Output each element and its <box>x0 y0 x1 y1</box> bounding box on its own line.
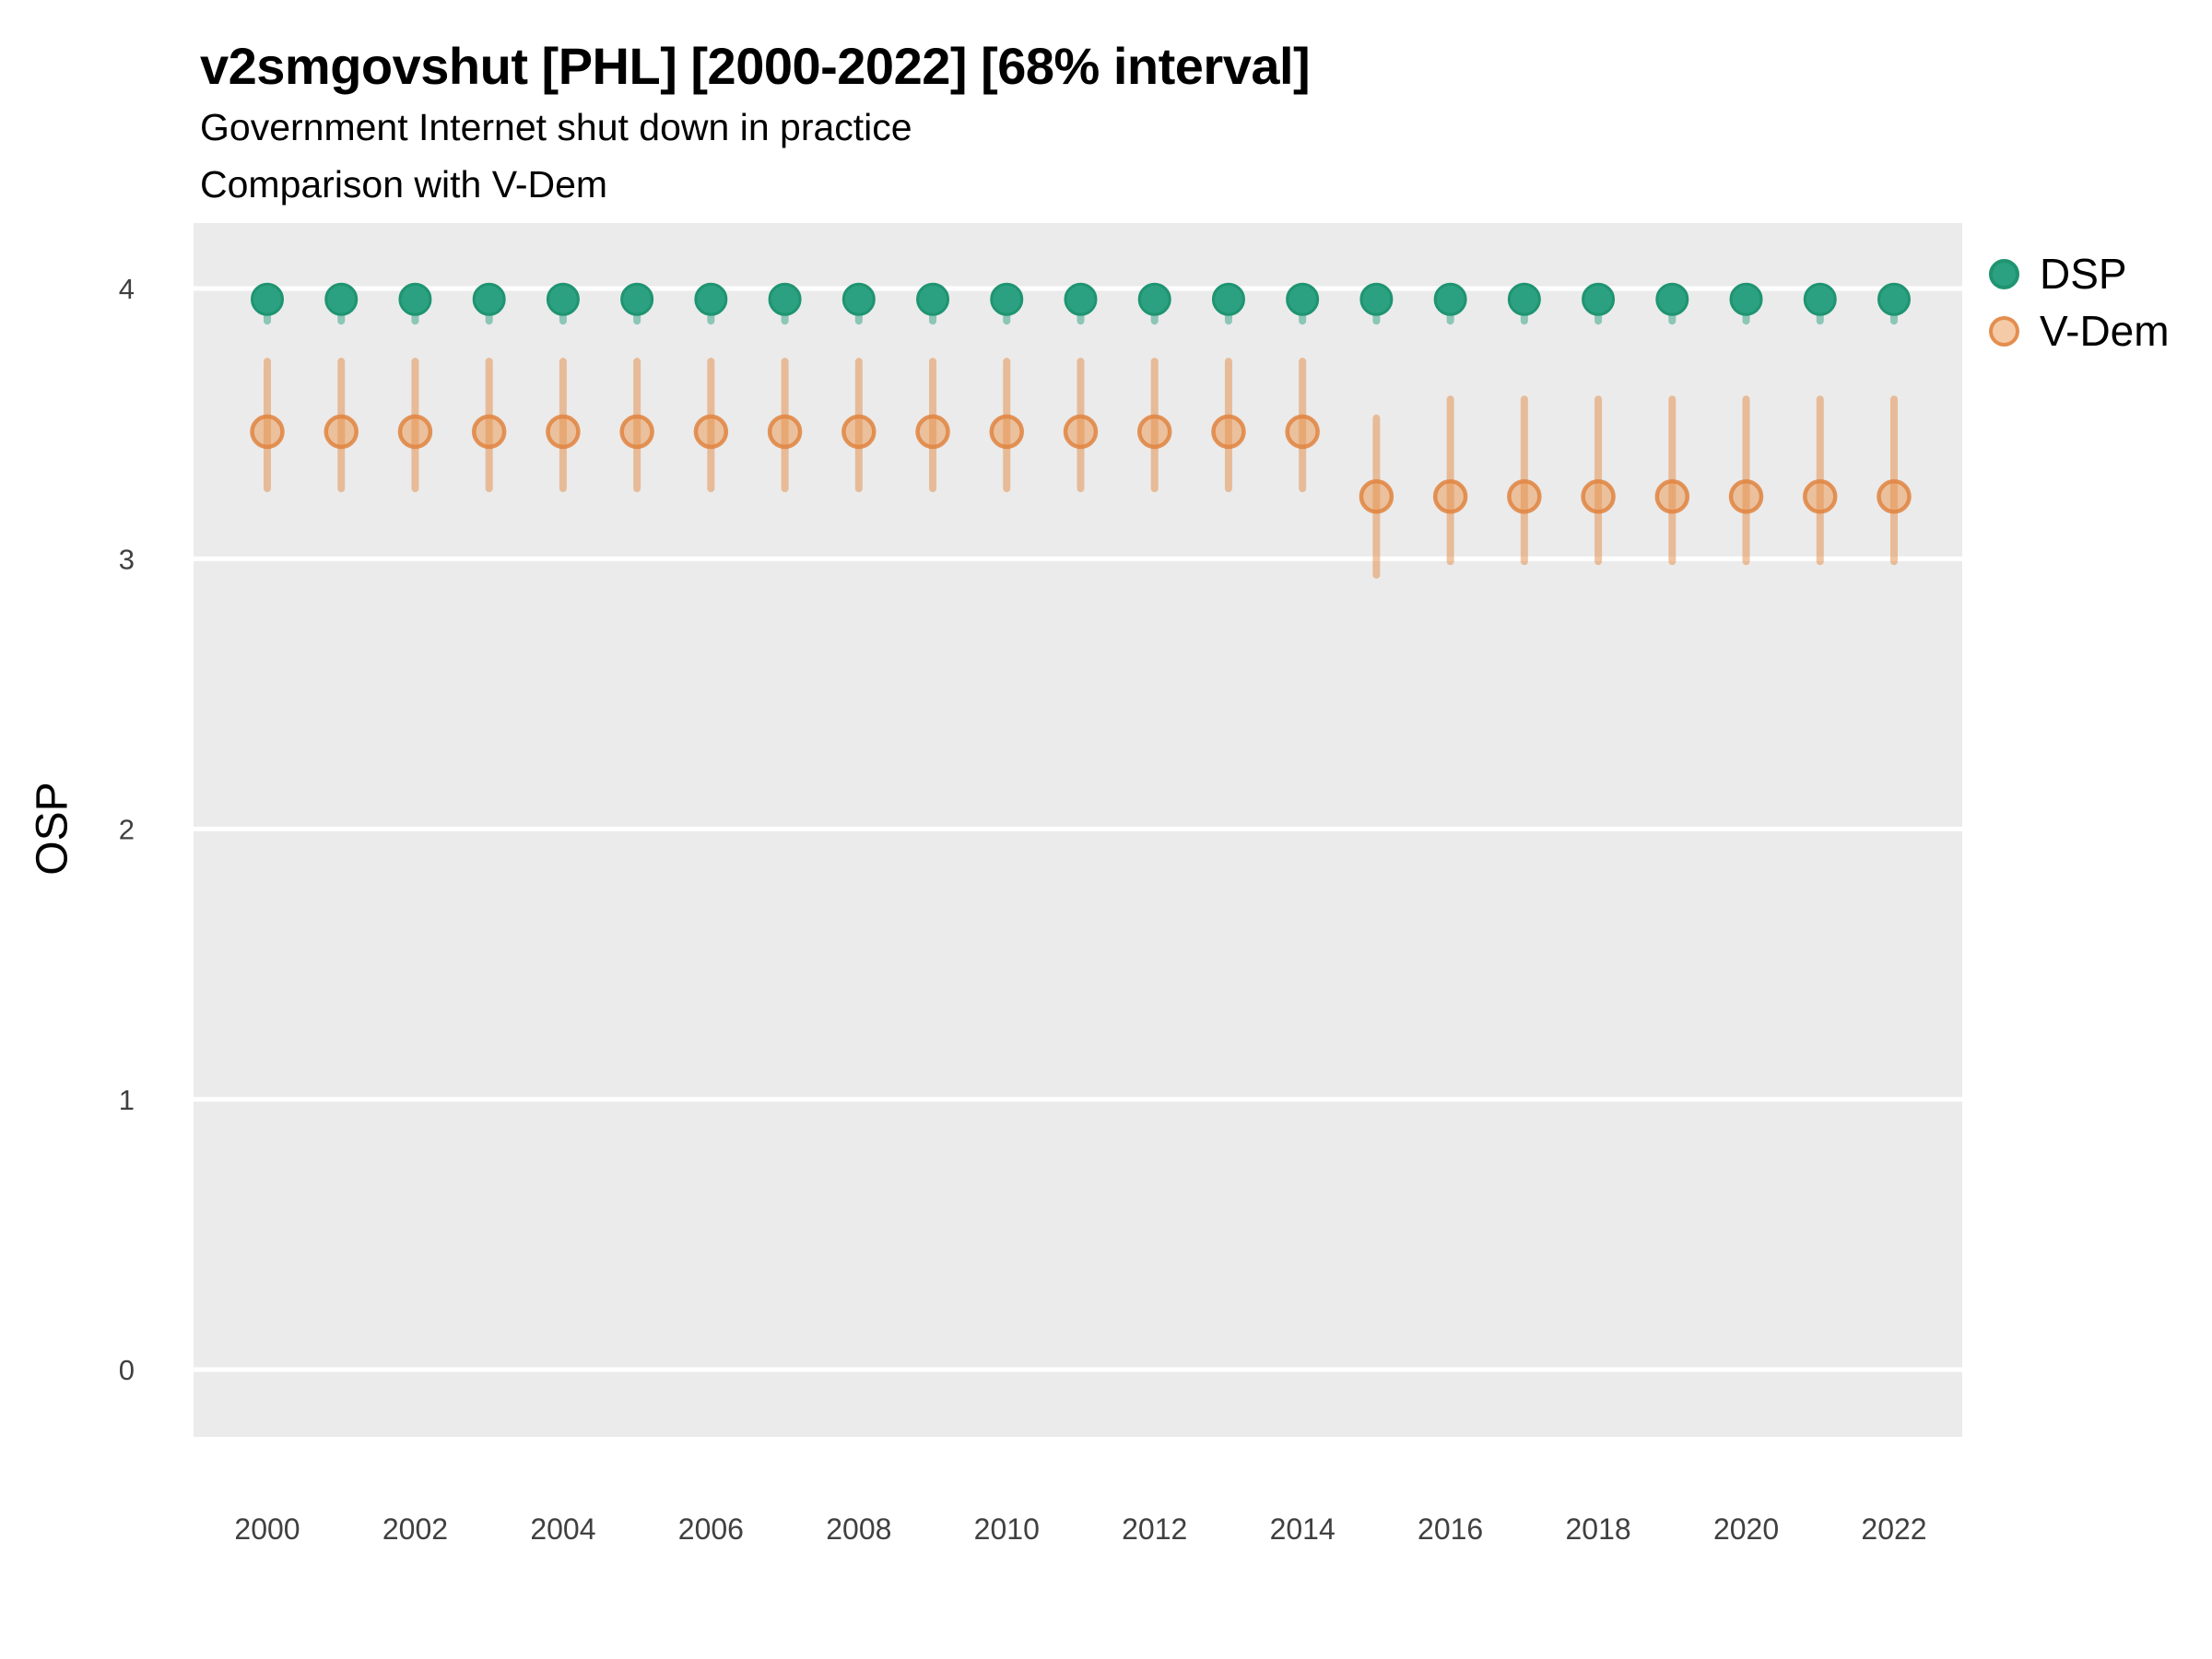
point-vdem-2018 <box>1581 479 1616 514</box>
x-tick-label-2014: 2014 <box>1270 1512 1335 1546</box>
point-vdem-2022 <box>1877 479 1912 514</box>
x-tick-label-2020: 2020 <box>1713 1512 1779 1546</box>
x-tick-label-2012: 2012 <box>1122 1512 1187 1546</box>
y-tick-label-3: 3 <box>119 543 135 575</box>
point-dsp-2013 <box>1211 282 1245 316</box>
point-dsp-2006 <box>694 282 728 316</box>
x-tick-label-2004: 2004 <box>530 1512 595 1546</box>
point-vdem-2020 <box>1728 479 1764 514</box>
x-tick-label-2010: 2010 <box>974 1512 1040 1546</box>
legend-label-vdem: V-Dem <box>2040 307 2170 355</box>
y-tick-label-1: 1 <box>119 1084 135 1116</box>
legend-item-vdem: V-Dem <box>1989 310 2170 352</box>
point-dsp-2003 <box>472 282 506 316</box>
point-vdem-2000 <box>250 414 285 450</box>
x-tick-label-2002: 2002 <box>382 1512 448 1546</box>
point-vdem-2017 <box>1507 479 1542 514</box>
y-tick-label-4: 4 <box>119 273 135 305</box>
point-dsp-2015 <box>1359 282 1394 316</box>
series-dsp <box>251 282 1911 325</box>
point-dsp-2018 <box>1582 282 1616 316</box>
point-vdem-2002 <box>397 414 433 450</box>
point-vdem-2014 <box>1285 414 1320 450</box>
series-vdem <box>250 358 1912 579</box>
y-axis-title: OSP <box>28 782 77 876</box>
point-vdem-2015 <box>1359 479 1394 514</box>
point-dsp-2011 <box>1064 282 1098 316</box>
point-vdem-2001 <box>324 414 359 450</box>
legend-swatch-vdem-icon <box>1989 315 2019 347</box>
point-dsp-2020 <box>1729 282 1763 316</box>
point-vdem-2009 <box>915 414 950 450</box>
point-vdem-2021 <box>1803 479 1838 514</box>
legend-item-dsp: DSP <box>1989 253 2170 295</box>
x-tick-label-2000: 2000 <box>234 1512 300 1546</box>
legend: DSP V-Dem <box>1989 253 2170 352</box>
point-dsp-2007 <box>768 282 802 316</box>
x-tick-label-2006: 2006 <box>678 1512 744 1546</box>
point-dsp-2009 <box>916 282 950 316</box>
chart-subtitle-line1: Government Internet shut down in practic… <box>200 106 912 148</box>
point-dsp-2016 <box>1433 282 1467 316</box>
y-tick-label-0: 0 <box>119 1354 135 1386</box>
point-dsp-2017 <box>1507 282 1541 316</box>
y-axis-tick-labels: 0 1 2 3 4 <box>119 273 135 1386</box>
point-vdem-2004 <box>546 414 581 450</box>
point-vdem-2011 <box>1063 414 1099 450</box>
point-vdem-2012 <box>1136 414 1172 450</box>
point-dsp-2005 <box>620 282 654 316</box>
y-tick-label-2: 2 <box>119 814 135 846</box>
point-dsp-2008 <box>841 282 876 316</box>
x-tick-label-2008: 2008 <box>826 1512 891 1546</box>
x-axis-tick-labels: 2000 2002 2004 2006 2008 2010 2012 2014 2016 2018… <box>234 1512 1926 1546</box>
point-vdem-2019 <box>1654 479 1690 514</box>
point-dsp-2002 <box>398 282 432 316</box>
point-vdem-2007 <box>767 414 803 450</box>
x-tick-label-2018: 2018 <box>1565 1512 1630 1546</box>
point-dsp-2000 <box>251 282 284 316</box>
point-vdem-2006 <box>693 414 729 450</box>
point-vdem-2010 <box>989 414 1025 450</box>
point-dsp-2001 <box>324 282 359 316</box>
point-dsp-2022 <box>1877 282 1911 316</box>
point-dsp-2012 <box>1137 282 1171 316</box>
chart-title: v2smgovshut [PHL] [2000-2022] [68% inter… <box>200 37 1311 95</box>
legend-label-dsp: DSP <box>2040 250 2127 298</box>
chart-subtitle-line2: Comparison with V-Dem <box>200 163 608 206</box>
point-dsp-2019 <box>1655 282 1689 316</box>
point-dsp-2010 <box>990 282 1024 316</box>
point-vdem-2013 <box>1211 414 1246 450</box>
point-vdem-2016 <box>1432 479 1468 514</box>
point-dsp-2021 <box>1803 282 1837 316</box>
gridlines <box>194 286 1962 1372</box>
legend-swatch-dsp-icon <box>1989 258 2019 289</box>
x-tick-label-2022: 2022 <box>1861 1512 1926 1546</box>
point-vdem-2003 <box>471 414 507 450</box>
x-tick-label-2016: 2016 <box>1418 1512 1483 1546</box>
point-dsp-2014 <box>1286 282 1320 316</box>
point-vdem-2005 <box>619 414 654 450</box>
point-dsp-2004 <box>546 282 580 316</box>
point-vdem-2008 <box>841 414 877 450</box>
